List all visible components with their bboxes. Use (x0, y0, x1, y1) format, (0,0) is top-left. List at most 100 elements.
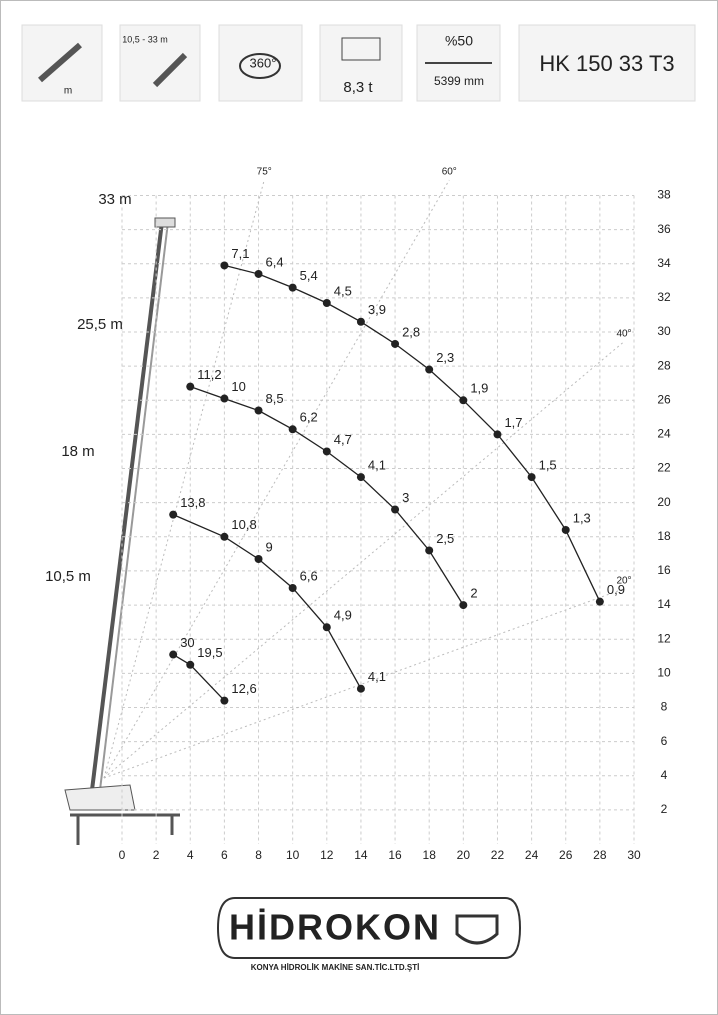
load-point (220, 696, 229, 705)
angle-line (103, 341, 625, 779)
load-point (391, 505, 400, 514)
y-tick-label: 12 (657, 631, 671, 645)
boom-head (154, 217, 176, 228)
model-name: HK 150 33 T3 (539, 51, 674, 76)
y-tick-label: 6 (661, 734, 668, 748)
load-label: 2 (470, 586, 477, 601)
load-label: 5,4 (300, 268, 318, 283)
load-label: 0,9 (607, 582, 625, 597)
load-point (186, 382, 195, 391)
x-tick-label: 0 (119, 848, 126, 862)
x-tick-label: 18 (423, 848, 437, 862)
y-tick-label: 4 (661, 768, 668, 782)
load-label: 10 (231, 379, 245, 394)
load-point (322, 298, 331, 307)
load-point (322, 447, 331, 456)
angle-label: 20° (616, 575, 631, 586)
load-point (595, 597, 604, 606)
load-point (220, 394, 229, 403)
boom (99, 221, 169, 791)
company: KONYA HİDROLİK MAKİNE SAN.TİC.LTD.ŞTİ (251, 963, 420, 972)
load-label: 8,5 (266, 391, 284, 406)
y-tick-label: 18 (657, 529, 671, 543)
x-tick-label: 12 (320, 848, 334, 862)
header: m 10,5 - 33 m 360° 8,3 t %50 5399 mm HK … (21, 24, 696, 102)
load-label: 3,9 (368, 302, 386, 317)
x-tick-label: 26 (559, 848, 573, 862)
y-tick-label: 10 (657, 666, 671, 680)
boom-icon (152, 52, 188, 88)
load-point (254, 406, 263, 415)
load-point (561, 525, 570, 534)
logo-icon (455, 914, 499, 945)
load-point (356, 684, 365, 693)
y-tick-label: 20 (657, 495, 671, 509)
y-tick-label: 24 (657, 427, 671, 441)
boom-length: 10,5 m (45, 568, 91, 585)
load-label: 10,8 (231, 517, 256, 532)
angle-line (103, 179, 265, 779)
load-point (322, 623, 331, 632)
y-tick-label: 28 (657, 358, 671, 372)
load-label: 4,1 (368, 458, 386, 473)
header-item: %50 (445, 33, 473, 49)
load-label: 1,3 (573, 510, 591, 525)
load-point (459, 396, 468, 405)
load-label: 11,2 (197, 367, 221, 382)
load-point (527, 473, 536, 482)
load-point (288, 425, 297, 434)
boom (90, 221, 164, 791)
boom-length: 33 m (98, 191, 131, 208)
angle-label: 60° (442, 167, 457, 178)
load-point (220, 532, 229, 541)
weight-icon (341, 37, 381, 61)
load-point (356, 317, 365, 326)
load-label: 13,8 (180, 495, 205, 510)
load-point (425, 546, 434, 555)
icon-box (218, 24, 303, 102)
load-label: 4,9 (334, 608, 352, 623)
angle-label: 40° (616, 328, 631, 339)
y-tick-label: 34 (657, 256, 671, 270)
load-label: 2,3 (436, 350, 454, 365)
boom-length: 18 m (61, 443, 94, 460)
load-point (493, 430, 502, 439)
x-tick-label: 20 (457, 848, 471, 862)
model-box (518, 24, 696, 102)
load-point (425, 365, 434, 374)
x-tick-label: 8 (255, 848, 262, 862)
x-tick-label: 4 (187, 848, 194, 862)
load-point (288, 283, 297, 292)
y-tick-label: 2 (661, 802, 668, 816)
load-label: 9 (266, 539, 273, 554)
y-tick-label: 30 (657, 324, 671, 338)
load-label: 12,6 (231, 681, 256, 696)
x-tick-label: 10 (286, 848, 300, 862)
boom-icon (38, 42, 82, 83)
load-label: 7,1 (231, 246, 249, 261)
angle-label: 75° (257, 167, 272, 178)
y-tick-label: 14 (657, 597, 671, 611)
x-tick-label: 2 (153, 848, 160, 862)
load-point (288, 584, 297, 592)
y-tick-label: 22 (657, 461, 671, 475)
x-tick-label: 24 (525, 848, 539, 862)
load-point (254, 269, 263, 278)
load-label: 6,4 (266, 254, 284, 269)
header-item: 5399 mm (434, 74, 484, 88)
crane-base (64, 784, 136, 811)
header-item: 10,5 - 33 m (122, 34, 168, 44)
load-label: 19,5 (197, 645, 222, 660)
x-tick-label: 22 (491, 848, 505, 862)
footer: HİDROKON KONYA HİDROLİK MAKİNE SAN.TİC.L… (216, 897, 522, 972)
y-tick-label: 32 (657, 290, 671, 304)
load-point (356, 473, 365, 482)
brand: HİDROKON (229, 907, 441, 948)
load-point (459, 601, 468, 610)
load-label: 30 (180, 635, 194, 650)
y-tick-label: 36 (657, 222, 671, 236)
x-tick-label: 16 (388, 848, 402, 862)
header-item: 8,3 t (343, 79, 373, 96)
